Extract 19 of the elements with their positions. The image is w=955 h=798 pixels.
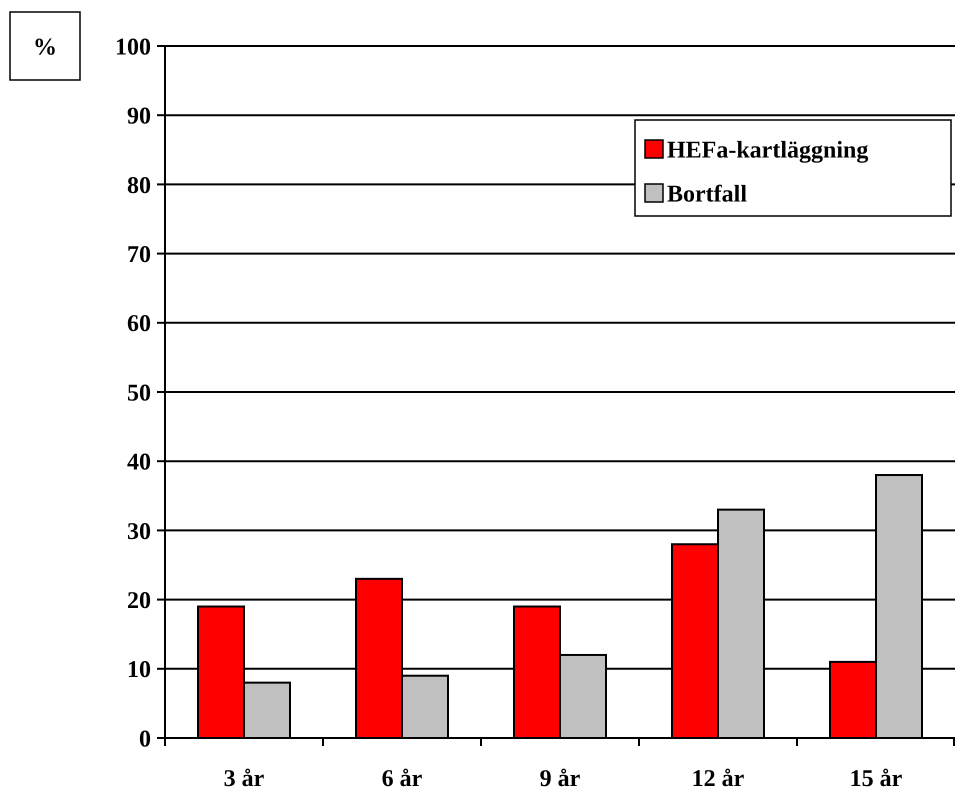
legend-label: Bortfall — [667, 181, 748, 208]
y-axis-title: % — [33, 34, 57, 60]
legend-label: HEFa-kartläggning — [667, 137, 868, 164]
y-tick-label: 30 — [127, 518, 151, 545]
y-tick-label: 70 — [127, 242, 151, 268]
x-tick-label: 12 år — [692, 766, 745, 792]
x-tick-label: 9 år — [540, 766, 581, 792]
y-tick-label: 10 — [127, 657, 151, 684]
y-tick-label: 20 — [127, 588, 151, 614]
x-tick-label: 15 år — [850, 766, 903, 792]
y-tick-label: 0 — [139, 726, 151, 752]
x-tick-label: 6 år — [382, 766, 423, 792]
y-tick-label: 80 — [127, 172, 151, 199]
y-tick-label: 60 — [127, 311, 151, 338]
x-tick-label: 3 år — [224, 766, 265, 792]
y-tick-label: 90 — [127, 104, 151, 130]
y-tick-label: 40 — [127, 450, 151, 476]
y-tick-label: 100 — [115, 34, 151, 60]
y-tick-label: 50 — [127, 380, 151, 406]
